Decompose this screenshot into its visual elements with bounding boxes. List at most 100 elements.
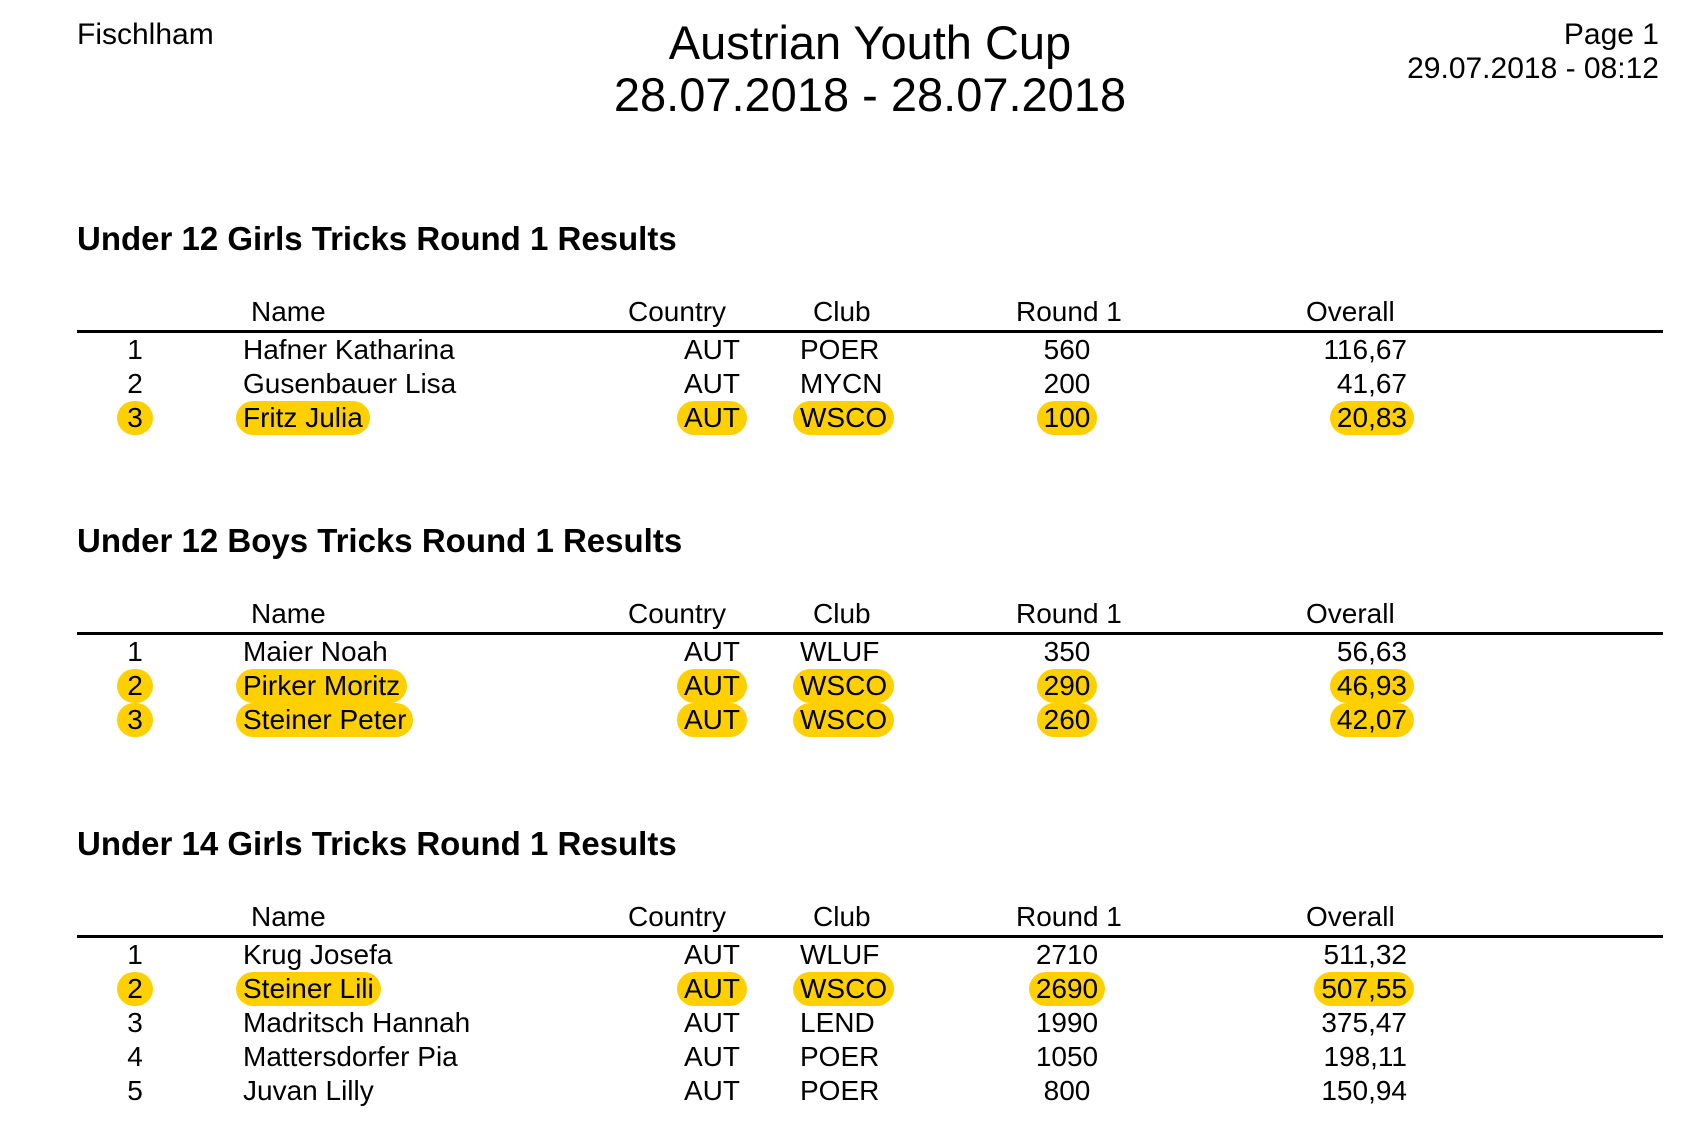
club-cell-text: LEND [800,1007,875,1038]
round1-score-cell-text: 1050 [1035,1041,1099,1072]
name-cell: Juvan Lilly [236,1074,381,1108]
club-cell: POER [793,333,886,367]
round1-score-cell: 800 [1010,1074,1124,1108]
table-row-highlighted: 3 Fritz Julia AUT WSCO 100 20,83 [0,401,1707,435]
place-cell-text: 2 [127,368,143,399]
table-row-highlighted: 2 Steiner Lili AUT WSCO 2690 507,55 [0,972,1707,1006]
country-cell: AUT [660,972,764,1006]
column-header-name: Name [251,296,326,327]
country-cell-text: AUT [677,703,747,737]
table-row: 2 Gusenbauer Lisa AUT MYCN 200 41,67 [0,367,1707,401]
place-cell: 3 [100,703,170,737]
name-cell-text: Fritz Julia [236,401,370,435]
overall-score-cell: 150,94 [1290,1074,1414,1108]
results-section: Under 12 Boys Tricks Round 1 Results Nam… [0,522,1707,822]
overall-score-cell-text: 507,55 [1314,972,1414,1006]
overall-score-cell: 42,07 [1290,703,1414,737]
club-cell: WLUF [793,635,886,669]
printed-timestamp: 29.07.2018 - 08:12 [1407,52,1659,85]
column-header-country: Country [628,901,727,932]
column-header-club: Club [813,598,871,629]
table-row-highlighted: 2 Pirker Moritz AUT WSCO 290 46,93 [0,669,1707,703]
overall-score-cell-text: 116,67 [1323,334,1407,365]
place-cell-text: 2 [117,669,153,703]
column-header-country: Country [628,296,727,327]
country-cell-text: AUT [684,1075,740,1106]
table-row-highlighted: 3 Steiner Peter AUT WSCO 260 42,07 [0,703,1707,737]
round1-score-cell: 1050 [1010,1040,1124,1074]
place-cell: 1 [100,635,170,669]
club-cell-text: WSCO [793,669,895,703]
place-cell-text: 3 [117,703,153,737]
page-number: Page 1 [1563,18,1659,51]
round1-score-cell: 260 [1010,703,1124,737]
round1-score-cell-text: 1990 [1035,1007,1099,1038]
overall-score-cell: 56,63 [1290,635,1414,669]
country-cell: AUT [660,703,764,737]
name-cell-text: Gusenbauer Lisa [243,368,457,399]
club-cell-text: POER [800,1075,880,1106]
header-rule [77,935,1663,938]
club-cell-text: WSCO [793,972,895,1006]
name-cell: Gusenbauer Lisa [236,367,463,401]
club-cell-text: POER [800,1041,880,1072]
round1-score-cell-text: 800 [1043,1075,1091,1106]
country-cell: AUT [660,938,764,972]
club-cell: WSCO [793,972,895,1006]
results-table: 1 Hafner Katharina AUT POER 560 116,67 2 Gusenb… [0,333,1707,435]
name-cell-text: Steiner Lili [236,972,381,1006]
name-cell: Maier Noah [236,635,395,669]
country-cell-text: AUT [684,368,740,399]
round1-score-cell-text: 560 [1043,334,1091,365]
column-header-name: Name [251,598,326,629]
club-cell-text: WLUF [800,939,880,970]
table-row: 1 Hafner Katharina AUT POER 560 116,67 [0,333,1707,367]
country-cell-text: AUT [684,1007,740,1038]
round1-score-cell: 1990 [1010,1006,1124,1040]
table-row: 3 Madritsch Hannah AUT LEND 1990 375,47 [0,1006,1707,1040]
country-cell-text: AUT [677,669,747,703]
place-cell-text: 3 [117,401,153,435]
round1-score-cell: 2690 [1010,972,1124,1006]
column-header-club: Club [813,901,871,932]
section-title: Under 12 Boys Tricks Round 1 Results [77,522,683,559]
country-cell-text: AUT [684,1041,740,1072]
overall-score-cell: 20,83 [1290,401,1414,435]
country-cell-text: AUT [684,636,740,667]
country-cell-text: AUT [677,401,747,435]
country-cell: AUT [660,333,764,367]
country-cell: AUT [660,1040,764,1074]
name-cell: Pirker Moritz [236,669,408,703]
column-header-overall: Overall [1306,598,1395,629]
section-title: Under 14 Girls Tricks Round 1 Results [77,825,677,862]
overall-score-cell: 46,93 [1290,669,1414,703]
column-header-round1: Round 1 [1016,296,1122,327]
overall-score-cell: 507,55 [1290,972,1414,1006]
place-cell-text: 2 [117,972,153,1006]
place-cell: 1 [100,938,170,972]
club-cell: MYCN [793,367,889,401]
round1-score-cell: 100 [1010,401,1124,435]
country-cell: AUT [660,669,764,703]
name-cell: Steiner Peter [236,703,414,737]
round1-score-cell: 2710 [1010,938,1124,972]
round1-score-cell: 560 [1010,333,1124,367]
round1-score-cell-text: 2690 [1028,972,1106,1006]
place-cell: 5 [100,1074,170,1108]
place-cell-text: 4 [127,1041,143,1072]
report-title: Austrian Youth Cup [668,16,1072,69]
name-cell-text: Steiner Peter [236,703,414,737]
overall-score-cell-text: 41,67 [1336,368,1407,399]
table-row: 5 Juvan Lilly AUT POER 800 150,94 [0,1074,1707,1108]
name-cell-text: Madritsch Hannah [243,1007,471,1038]
column-header-club: Club [813,296,871,327]
club-cell-text: WLUF [800,636,880,667]
name-cell-text: Maier Noah [243,636,388,667]
club-cell-text: POER [800,334,880,365]
round1-score-cell-text: 2710 [1035,939,1099,970]
place-cell-text: 1 [127,334,143,365]
country-cell: AUT [660,367,764,401]
overall-score-cell-text: 20,83 [1329,401,1414,435]
place-cell: 2 [100,669,170,703]
overall-score-cell: 116,67 [1290,333,1414,367]
